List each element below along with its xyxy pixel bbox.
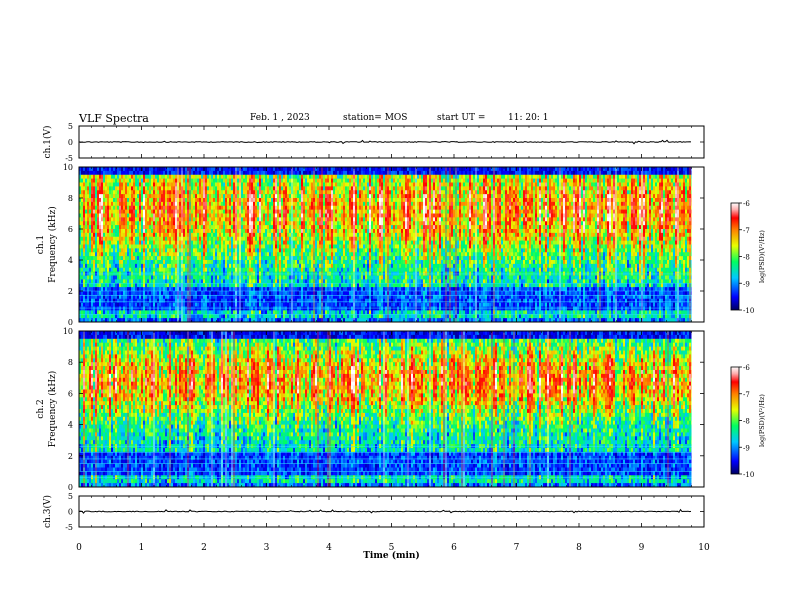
ch1-waveform-ylabel: ch.1(V) xyxy=(42,126,53,159)
x-axis-label: Time (min) xyxy=(363,550,420,561)
ch2-spectrogram-ytick: 2 xyxy=(68,452,73,461)
ch1-spectrogram-image xyxy=(79,167,704,322)
x-tick-label: 2 xyxy=(201,543,207,553)
ch2-spectrogram-ytick: 4 xyxy=(68,421,73,430)
x-tick-label: 6 xyxy=(451,543,457,553)
x-tick-label: 4 xyxy=(326,543,332,553)
ch2-spectrogram-ytick: 6 xyxy=(68,389,73,398)
ch1-spectrogram-ytick: 6 xyxy=(68,225,73,234)
ch3-waveform-trace xyxy=(78,508,692,514)
header-start-time: 11: 20: 1 xyxy=(508,113,548,123)
ch2-spectrogram-ylabel-freq: Frequency (kHz) xyxy=(47,371,58,448)
ch2-spectrogram-colorbar-tick: -9 xyxy=(743,444,750,452)
ch1-spectrogram-ytick: 10 xyxy=(63,163,73,172)
ch2-spectrogram-colorbar-tick: -7 xyxy=(743,391,750,399)
ch3-waveform-ylabel: ch.3(V) xyxy=(42,495,53,528)
ch1-spectrogram-ytick: 4 xyxy=(68,256,73,265)
ch1-spectrogram-ylabel-freq: Frequency (kHz) xyxy=(47,206,58,283)
ch1-waveform-ytick: -5 xyxy=(65,154,73,163)
ch1-waveform-ytick: 5 xyxy=(68,122,73,131)
ch1-spectrogram-ytick: 0 xyxy=(68,318,73,327)
x-axis: 0 1 2 3 4 5 6 7 8 9 10 Time (min) xyxy=(76,543,710,561)
ch1-spectrogram-panel: 10 8 6 4 2 0 ch.1 Frequency (kHz) -6 -7 -8 -9 -10 log… xyxy=(36,163,766,327)
ch1-spectrogram-colorbar-tick: -10 xyxy=(743,307,754,315)
ch3-waveform-ytick: -5 xyxy=(65,523,73,532)
header-date: Feb. 1 , 2023 xyxy=(250,113,310,123)
header-station: station= MOS xyxy=(343,113,407,123)
x-tick-label: 3 xyxy=(264,543,270,553)
x-tick-label: 10 xyxy=(698,543,710,553)
ch2-spectrogram-colorbar-tick: -8 xyxy=(743,418,750,426)
ch1-spectrogram-colorbar: -6 -7 -8 -9 -10 log(PSD)(V²/Hz) xyxy=(730,200,766,315)
ch3-waveform-panel: 5 0 -5 ch.3(V) xyxy=(42,492,705,532)
ch1-spectrogram-colorbar-tick: -6 xyxy=(743,200,750,208)
x-tick-label: 0 xyxy=(76,543,82,553)
ch1-spectrogram-colorbar-tick: -8 xyxy=(743,254,750,262)
x-tick-label: 7 xyxy=(514,543,520,553)
ch1-waveform-panel: 5 0 -5 ch.1(V) xyxy=(42,122,705,163)
x-tick-label: 8 xyxy=(576,543,582,553)
ch2-spectrogram-ytick: 0 xyxy=(68,483,73,492)
ch2-spectrogram-colorbar-scale xyxy=(730,366,740,475)
header-start-label: start UT = xyxy=(437,113,485,123)
ch1-spectrogram-colorbar-tick: -7 xyxy=(743,227,750,235)
ch1-spectrogram-ylabel: ch.1 xyxy=(36,235,46,254)
ch1-spectrogram-ytick: 2 xyxy=(68,287,73,296)
ch3-waveform-ytick: 0 xyxy=(68,508,73,517)
ch2-spectrogram-image xyxy=(79,331,704,487)
ch3-waveform-ytick: 5 xyxy=(68,492,73,501)
ch2-spectrogram-ytick: 10 xyxy=(63,327,73,336)
ch1-waveform-trace xyxy=(78,139,692,145)
ch2-spectrogram-ylabel: ch.2 xyxy=(36,399,46,418)
ch1-spectrogram-ytick: 8 xyxy=(68,194,73,203)
ch1-spectrogram-colorbar-label: log(PSD)(V²/Hz) xyxy=(758,230,766,283)
ch1-waveform-ytick: 0 xyxy=(68,138,73,147)
x-tick-label: 1 xyxy=(139,543,145,553)
ch1-spectrogram-colorbar-tick: -9 xyxy=(743,280,750,288)
figure-title: VLF Spectra xyxy=(79,112,149,125)
ch1-spectrogram-colorbar-scale xyxy=(730,202,740,311)
ch2-spectrogram-panel: 10 8 6 4 2 0 ch.2 Frequency (kHz) -6 -7 -8 -9 -10 log… xyxy=(36,327,766,492)
ch2-spectrogram-colorbar-tick: -6 xyxy=(743,364,750,372)
ch2-spectrogram-colorbar: -6 -7 -8 -9 -10 log(PSD)(V²/Hz) xyxy=(730,364,766,479)
x-tick-label: 9 xyxy=(639,543,645,553)
ch2-spectrogram-colorbar-tick: -10 xyxy=(743,471,754,479)
x-tick-label: 5 xyxy=(389,543,395,553)
ch2-spectrogram-colorbar-label: log(PSD)(V²/Hz) xyxy=(758,394,766,447)
ch2-spectrogram-ytick: 8 xyxy=(68,358,73,367)
